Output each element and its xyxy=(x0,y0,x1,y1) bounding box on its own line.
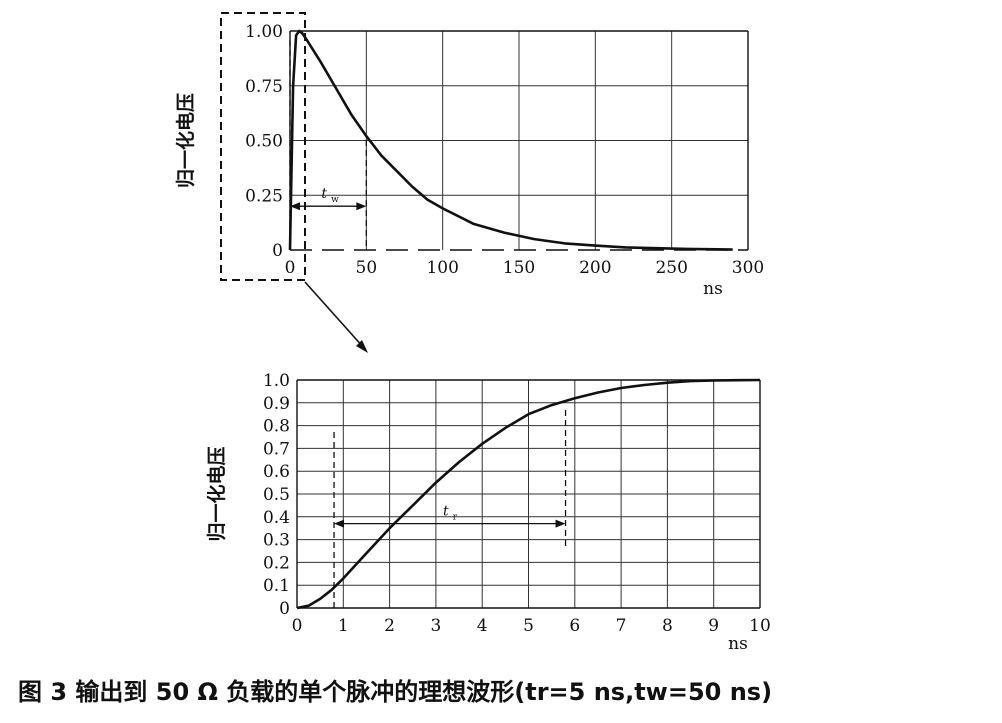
x-axis-unit: ns xyxy=(728,634,748,654)
x-tick-label: 6 xyxy=(569,616,580,636)
x-tick-label: 2 xyxy=(384,616,395,636)
x-tick-label: 250 xyxy=(655,258,687,278)
zoom-arrow xyxy=(304,281,365,349)
annotation-label-subscript: w xyxy=(331,195,339,205)
y-tick-label: 0 xyxy=(279,599,290,619)
y-tick-label: 0.25 xyxy=(245,186,283,206)
y-tick-label: 0.5 xyxy=(263,485,290,505)
x-tick-label: 3 xyxy=(430,616,441,636)
bottom-chart: 00.10.20.30.40.50.60.70.80.91.00 1 2 3 4 5 6 7 8… xyxy=(205,371,771,654)
y-tick-label: 0.3 xyxy=(263,531,290,551)
y-axis-label: 归一化电压 xyxy=(205,446,228,541)
y-tick-label: 0.4 xyxy=(263,508,290,528)
x-tick-label: 300 xyxy=(732,258,764,278)
y-tick-label: 0.6 xyxy=(263,462,290,482)
annotation-label-subscript: r xyxy=(453,513,458,523)
annotation-arrowhead-left xyxy=(334,519,345,528)
x-tick-label: 4 xyxy=(477,616,488,636)
annotation-arrowhead-right xyxy=(555,519,566,528)
figure-caption: 图 3 输出到 50 Ω 负载的单个脉冲的理想波形(tr=5 ns,tw=50 … xyxy=(18,678,773,706)
x-tick-label: 10 xyxy=(749,616,771,636)
annotation-label: t xyxy=(443,504,449,520)
y-tick-label: 0.9 xyxy=(263,394,290,414)
x-tick-label: 5 xyxy=(523,616,534,636)
x-tick-label: 0 xyxy=(285,258,296,278)
x-tick-label: 7 xyxy=(616,616,627,636)
y-tick-label: 0.8 xyxy=(263,417,290,437)
annotation-label: t xyxy=(321,186,327,202)
annotation-arrowhead-left xyxy=(290,202,300,211)
y-tick-label: 0.7 xyxy=(263,439,290,459)
annotation-arrowhead-right xyxy=(356,202,367,211)
x-axis-unit: ns xyxy=(703,279,723,299)
top-chart: 0 0.25 0.50 0.75 1.00 0 50 100 150 200 250 300 ns 归一化… xyxy=(174,22,764,299)
y-tick-label: 1.0 xyxy=(263,371,290,391)
x-tick-label: 0 xyxy=(292,616,303,636)
x-tick-label: 9 xyxy=(708,616,719,636)
y-tick-label: 0.2 xyxy=(263,553,290,573)
x-tick-label: 200 xyxy=(579,258,611,278)
y-tick-label: 0 xyxy=(272,241,283,261)
x-tick-label: 1 xyxy=(338,616,349,636)
zoom-arrowhead xyxy=(356,340,368,353)
y-axis-label: 归一化电压 xyxy=(174,93,197,188)
x-tick-label: 100 xyxy=(426,258,458,278)
y-tick-label: 0.50 xyxy=(245,132,283,152)
y-tick-label: 1.00 xyxy=(245,22,283,42)
series-line xyxy=(296,378,761,610)
y-tick-label: 0.1 xyxy=(263,576,290,596)
x-tick-label: 50 xyxy=(356,258,378,278)
zoom-callout xyxy=(220,12,368,353)
zoom-region-box xyxy=(220,12,306,281)
x-tick-label: 8 xyxy=(662,616,673,636)
x-tick-label: 150 xyxy=(503,258,535,278)
series-line xyxy=(288,29,733,251)
y-tick-label: 0.75 xyxy=(245,77,283,97)
